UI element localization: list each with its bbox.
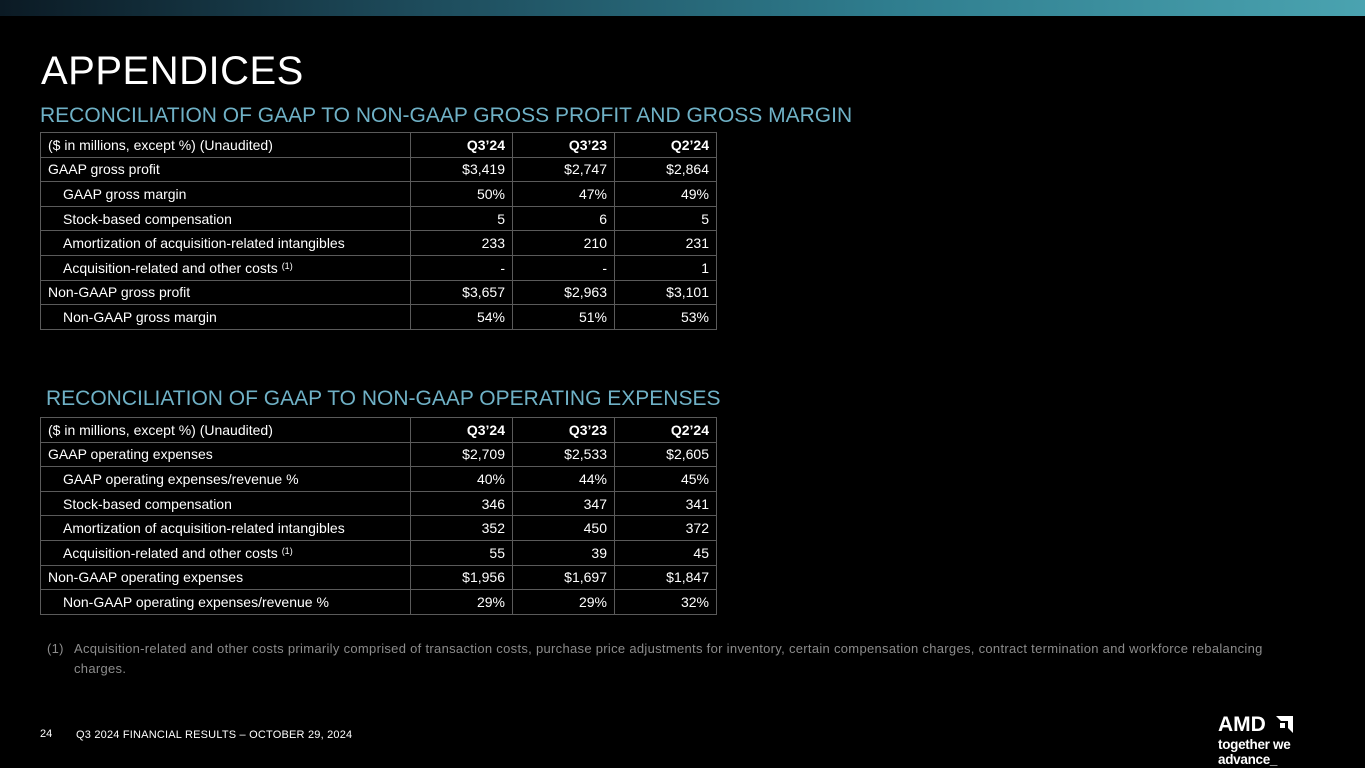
cell-value: 32% <box>614 589 717 615</box>
cell-value: 47% <box>512 181 615 207</box>
cell-value: $2,864 <box>614 156 717 183</box>
gross-profit-table: ($ in millions, except %) (Unaudited) Q3… <box>40 132 717 330</box>
cell-value: 347 <box>512 490 615 517</box>
cell-value: 233 <box>410 230 513 256</box>
logo-tagline: together we advance_ <box>1218 737 1291 767</box>
amd-arrow-icon <box>1276 716 1293 733</box>
cell-value: 45% <box>614 466 717 492</box>
amd-logo: AMD together we advance_ <box>1218 713 1338 767</box>
header-label: ($ in millions, except %) (Unaudited) <box>40 417 411 443</box>
cell-value: 29% <box>410 589 513 615</box>
table-row: GAAP operating expenses/revenue % 40% 44… <box>40 466 717 492</box>
row-label: Non-GAAP operating expenses <box>40 564 411 591</box>
cell-value: $1,697 <box>512 564 615 591</box>
cell-value: $2,747 <box>512 156 615 183</box>
cell-value: 29% <box>512 589 615 615</box>
cell-value: 53% <box>614 304 717 330</box>
operating-expenses-section-title: RECONCILIATION OF GAAP TO NON-GAAP OPERA… <box>46 387 721 410</box>
column-header: Q2’24 <box>614 417 717 443</box>
cell-value: $3,419 <box>410 156 513 183</box>
logo-wordmark: AMD <box>1218 713 1266 736</box>
cell-value: - <box>512 254 615 281</box>
cell-value: 45 <box>614 539 717 566</box>
cell-value: 40% <box>410 466 513 492</box>
table-row: Non-GAAP operating expenses $1,956 $1,69… <box>40 564 717 591</box>
cell-value: 51% <box>512 304 615 330</box>
footnote-reference: (1) <box>281 545 293 556</box>
row-label: Amortization of acquisition-related inta… <box>40 515 411 541</box>
cell-value: 6 <box>512 205 615 232</box>
cell-value: 372 <box>614 515 717 541</box>
cell-value: 5 <box>410 205 513 232</box>
page-number: 24 <box>40 728 53 740</box>
cell-value: - <box>410 254 513 281</box>
cell-value: $1,847 <box>614 564 717 591</box>
footnote-marker: (1) <box>47 641 64 656</box>
row-label: Amortization of acquisition-related inta… <box>40 230 411 256</box>
cell-value: $1,956 <box>410 564 513 591</box>
top-gradient-bar <box>0 0 1365 16</box>
cell-value: 346 <box>410 490 513 517</box>
table-header-row: ($ in millions, except %) (Unaudited) Q3… <box>40 417 717 443</box>
table-row: Acquisition-related and other costs (1) … <box>40 254 717 281</box>
table-row: Acquisition-related and other costs (1) … <box>40 539 717 566</box>
cell-value: 44% <box>512 466 615 492</box>
column-header: Q3’23 <box>512 417 615 443</box>
row-label: Non-GAAP gross profit <box>40 279 411 306</box>
table-row: Non-GAAP operating expenses/revenue % 29… <box>40 589 717 615</box>
cell-value: 39 <box>512 539 615 566</box>
table-row: Amortization of acquisition-related inta… <box>40 230 717 256</box>
row-label: GAAP operating expenses <box>40 441 411 468</box>
cell-value: $2,533 <box>512 441 615 468</box>
cell-value: 5 <box>614 205 717 232</box>
footnote: (1) Acquisition-related and other costs … <box>47 639 1287 678</box>
table-header-row: ($ in millions, except %) (Unaudited) Q3… <box>40 132 717 158</box>
cell-value: 55 <box>410 539 513 566</box>
row-label: GAAP operating expenses/revenue % <box>40 466 411 492</box>
row-label: Stock-based compensation <box>40 490 411 517</box>
table-row: Stock-based compensation 5 6 5 <box>40 205 717 232</box>
table-row: Non-GAAP gross profit $3,657 $2,963 $3,1… <box>40 279 717 306</box>
cell-value: $2,963 <box>512 279 615 306</box>
table-row: Non-GAAP gross margin 54% 51% 53% <box>40 304 717 330</box>
operating-expenses-table: ($ in millions, except %) (Unaudited) Q3… <box>40 417 717 615</box>
cell-value: 450 <box>512 515 615 541</box>
cell-value: $3,657 <box>410 279 513 306</box>
row-label: Non-GAAP operating expenses/revenue % <box>40 589 411 615</box>
column-header: Q3’23 <box>512 132 615 158</box>
row-label-cell: Acquisition-related and other costs (1) <box>40 254 411 281</box>
table-row: GAAP operating expenses $2,709 $2,533 $2… <box>40 441 717 468</box>
table-row: Stock-based compensation 346 347 341 <box>40 490 717 517</box>
cell-value: $2,709 <box>410 441 513 468</box>
column-header: Q3’24 <box>410 132 513 158</box>
row-label: Acquisition-related and other costs <box>63 259 278 276</box>
footnote-reference: (1) <box>281 260 293 271</box>
row-label: Acquisition-related and other costs <box>63 544 278 561</box>
footnote-text: Acquisition-related and other costs prim… <box>74 641 1263 676</box>
gross-profit-section-title: RECONCILIATION OF GAAP TO NON-GAAP GROSS… <box>40 104 853 127</box>
cell-value: 352 <box>410 515 513 541</box>
cell-value: $3,101 <box>614 279 717 306</box>
cell-value: 49% <box>614 181 717 207</box>
cell-value: 54% <box>410 304 513 330</box>
table-row: Amortization of acquisition-related inta… <box>40 515 717 541</box>
cell-value: 341 <box>614 490 717 517</box>
column-header: Q2’24 <box>614 132 717 158</box>
cell-value: 210 <box>512 230 615 256</box>
cell-value: 50% <box>410 181 513 207</box>
table-row: GAAP gross margin 50% 47% 49% <box>40 181 717 207</box>
cell-value: 1 <box>614 254 717 281</box>
row-label: Non-GAAP gross margin <box>40 304 411 330</box>
row-label: GAAP gross margin <box>40 181 411 207</box>
row-label: GAAP gross profit <box>40 156 411 183</box>
cell-value: 231 <box>614 230 717 256</box>
footer-text: Q3 2024 FINANCIAL RESULTS – OCTOBER 29, … <box>76 729 353 741</box>
cell-value: $2,605 <box>614 441 717 468</box>
slide-title: APPENDICES <box>41 49 304 93</box>
row-label: Stock-based compensation <box>40 205 411 232</box>
row-label-cell: Acquisition-related and other costs (1) <box>40 539 411 566</box>
column-header: Q3’24 <box>410 417 513 443</box>
header-label: ($ in millions, except %) (Unaudited) <box>40 132 411 158</box>
table-row: GAAP gross profit $3,419 $2,747 $2,864 <box>40 156 717 183</box>
